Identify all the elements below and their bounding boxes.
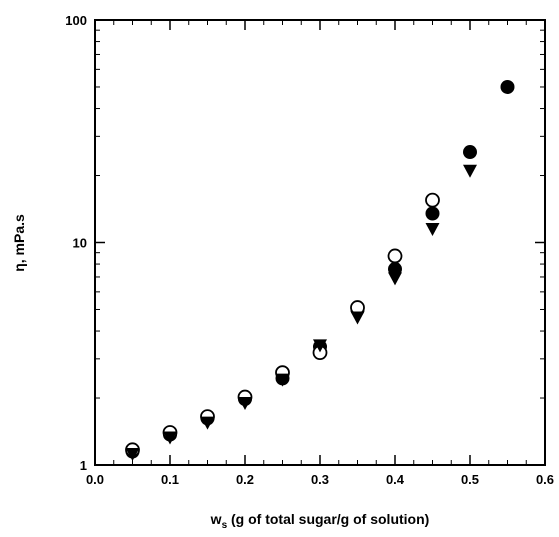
filled-triangle-point [463, 164, 477, 178]
open-circle-point [425, 192, 440, 208]
x-tick-label: 0.6 [536, 472, 554, 487]
y-tick-label: 1 [80, 458, 87, 473]
axis-ticks [94, 19, 546, 466]
filled-triangle-point [388, 272, 402, 286]
filled-triangle-point [313, 339, 327, 353]
data-markers [125, 79, 515, 462]
filled-circle-point [425, 206, 440, 221]
filled-triangle-point [163, 431, 177, 445]
x-axis-label-subscript: s [222, 520, 228, 531]
filled-circle-point [463, 145, 477, 160]
filled-triangle-point [200, 416, 215, 430]
x-tick-label: 0.1 [161, 472, 179, 487]
filled-triangle-point [125, 448, 140, 462]
x-axis-label: ws (g of total sugar/g of solution) [210, 511, 430, 531]
plot-frame [94, 19, 546, 466]
tick-labels: 0.0 0.1 0.2 0.3 0.4 0.5 0.6 1 10 100 [65, 13, 554, 487]
open-circle-point [387, 248, 403, 264]
filled-circle-point [500, 79, 515, 94]
x-axis-label-rest: (g of total sugar/g of solution) [227, 511, 429, 527]
x-tick-label: 0.5 [461, 472, 479, 487]
x-tick-label: 0.4 [386, 472, 405, 487]
filled-triangle-point [350, 311, 365, 325]
filled-triangle-point [238, 396, 252, 410]
x-tick-label: 0.0 [86, 472, 104, 487]
y-tick-label: 10 [73, 236, 87, 251]
x-axis-label-main: w [210, 511, 222, 527]
x-tick-label: 0.3 [311, 472, 329, 487]
y-tick-label: 100 [65, 13, 87, 28]
x-tick-label: 0.2 [236, 472, 254, 487]
y-axis-label: η, mPa.s [11, 214, 27, 272]
filled-triangle-point [425, 222, 440, 236]
filled-triangle-point [275, 373, 290, 387]
